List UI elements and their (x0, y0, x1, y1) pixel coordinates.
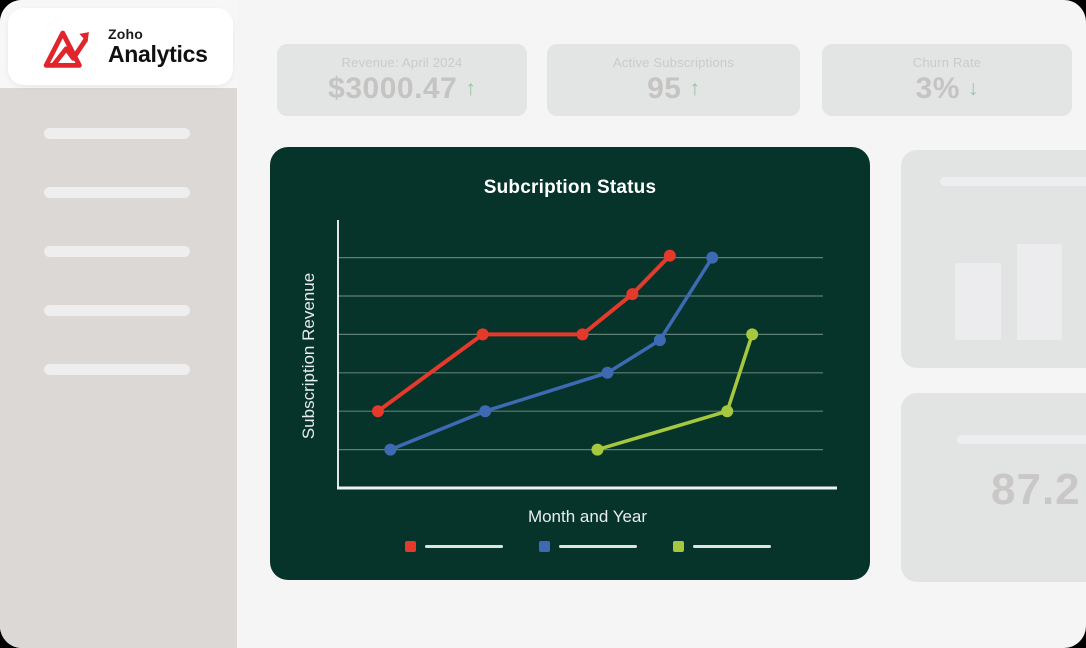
placeholder-card-bar-chart (901, 150, 1086, 368)
legend-swatch-blue (538, 541, 550, 552)
legend-swatch-red (404, 541, 416, 552)
sidebar-item-4[interactable] (44, 305, 190, 316)
legend-label-placeholder (424, 545, 503, 548)
data-point-blue (706, 251, 719, 264)
logo-card: Zoho Analytics (8, 8, 233, 85)
stat-value: 3% (915, 71, 960, 105)
data-point-green (591, 443, 604, 456)
placeholder-title-pill (957, 435, 1086, 444)
sidebar-item-3[interactable] (44, 246, 190, 257)
series-line-red (375, 253, 672, 414)
stat-label: Active Subscriptions (612, 54, 735, 70)
data-point-red (371, 405, 384, 418)
data-point-blue (384, 443, 397, 456)
brand-analytics: Analytics (108, 40, 208, 67)
placeholder-bar (955, 263, 1001, 340)
stat-card-active-subscriptions: Active Subscriptions 95 ↑ (547, 44, 800, 116)
placeholder-title-pill (940, 177, 1086, 186)
data-point-red (626, 288, 639, 301)
data-point-blue (653, 334, 666, 347)
stat-card-revenue: Revenue: April 2024 $3000.47 ↑ (277, 44, 527, 116)
brand-zoho: Zoho (108, 25, 144, 42)
legend-item-red[interactable] (404, 541, 503, 552)
data-point-red (576, 328, 589, 341)
subscription-status-chart-card: Subcription Status Subscription Revenue … (270, 147, 870, 580)
trend-up-icon: ↑ (689, 76, 700, 100)
stat-value: $3000.47 (328, 71, 458, 105)
stat-label: Churn Rate (912, 54, 982, 70)
x-axis-label: Month and Year (527, 507, 648, 526)
stat-card-churn-rate: Churn Rate 3% ↓ (822, 44, 1072, 116)
y-axis-label: Subscription Revenue (299, 272, 318, 440)
sidebar: Zoho Analytics (0, 0, 237, 648)
legend-item-blue[interactable] (538, 541, 637, 552)
metric-value: 87.2 (991, 465, 1081, 514)
zoho-analytics-logo-icon (43, 30, 89, 68)
series-line-blue (388, 255, 714, 452)
chart-title: Subcription Status (483, 177, 657, 198)
placeholder-card-metric: 87.2 (901, 393, 1086, 582)
stat-value: 95 (647, 71, 682, 105)
data-point-blue (601, 366, 614, 379)
data-point-red (663, 249, 676, 262)
placeholder-bar (1017, 244, 1062, 340)
chart-legend (338, 541, 837, 552)
sidebar-item-1[interactable] (44, 128, 190, 139)
series-line-green (595, 332, 754, 452)
stat-label: Revenue: April 2024 (341, 54, 463, 70)
data-point-green (746, 328, 759, 341)
data-point-green (721, 405, 734, 418)
brand-text: Zoho Analytics (108, 26, 208, 68)
legend-item-green[interactable] (672, 541, 771, 552)
trend-up-icon: ↑ (465, 76, 476, 100)
legend-swatch-green (672, 541, 684, 552)
legend-label-placeholder (692, 545, 771, 548)
trend-down-icon: ↓ (967, 76, 979, 100)
data-point-blue (479, 405, 492, 418)
sidebar-item-2[interactable] (44, 187, 190, 198)
data-point-red (476, 328, 489, 341)
legend-label-placeholder (558, 545, 637, 548)
sidebar-item-5[interactable] (44, 364, 190, 375)
